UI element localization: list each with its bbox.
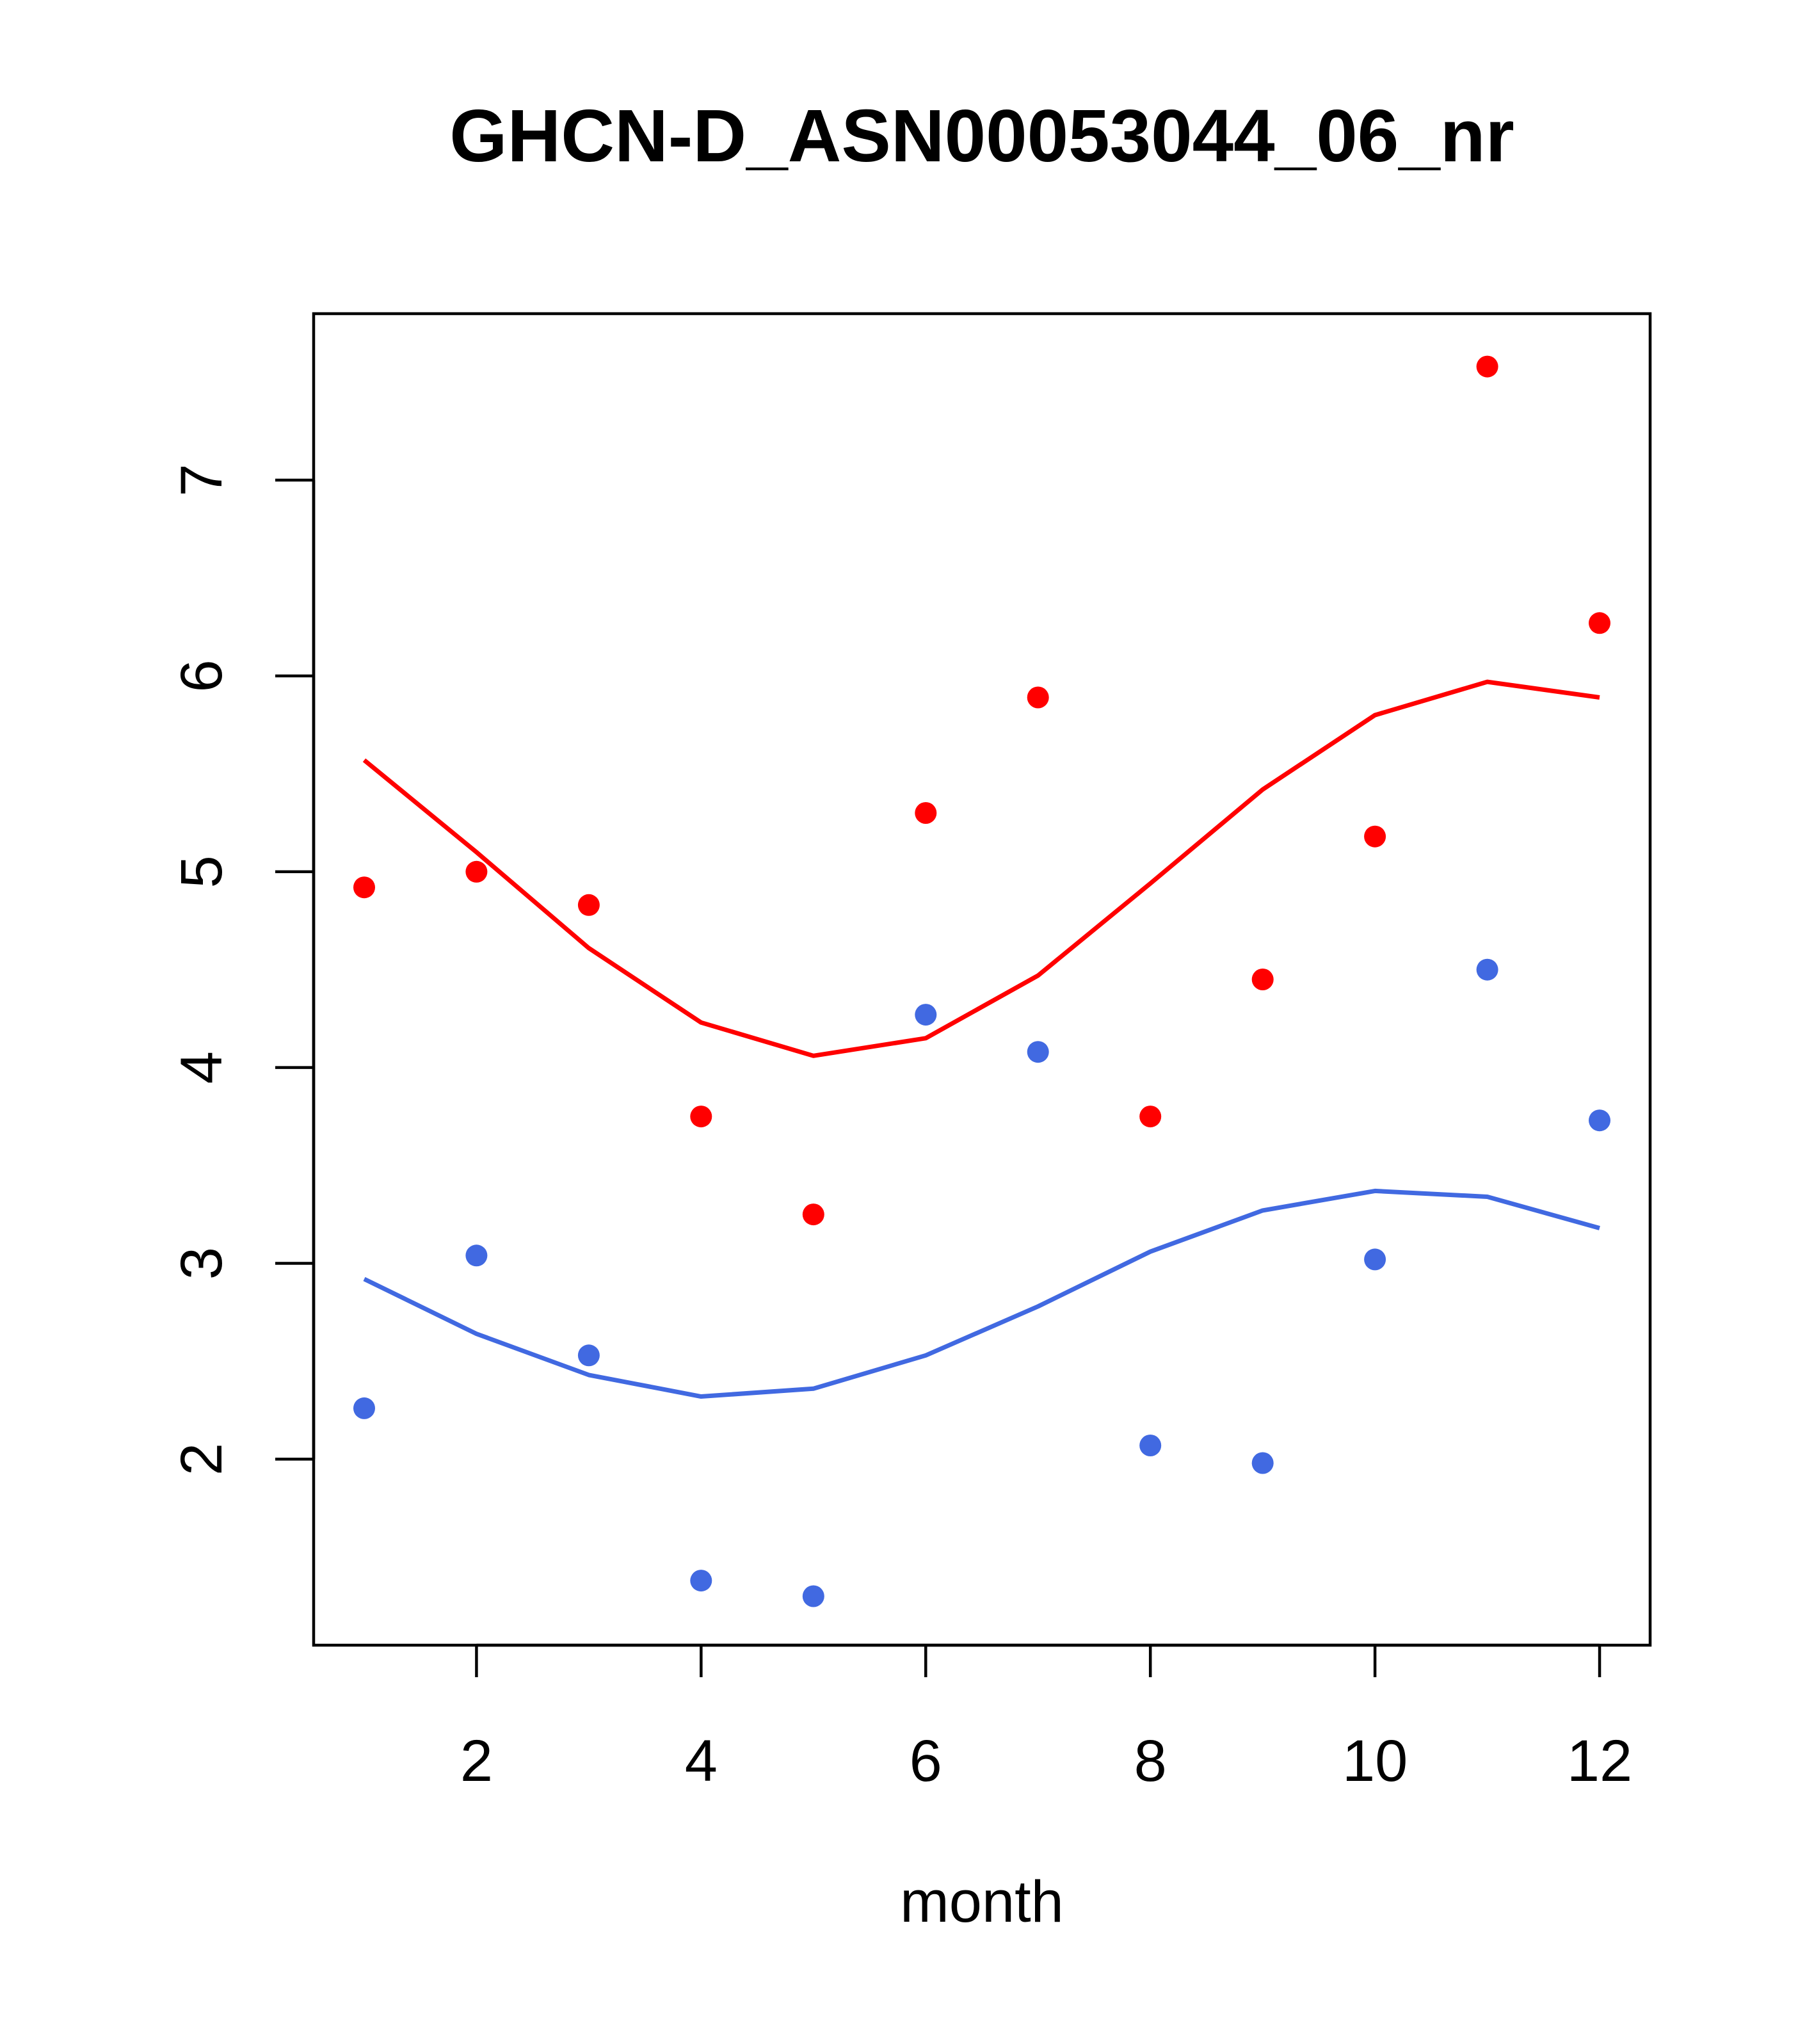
series-2-point <box>353 1397 375 1419</box>
y-tick-label: 4 <box>169 1051 234 1084</box>
y-tick-label: 3 <box>169 1247 234 1280</box>
chart-title: GHCN-D_ASN00053044_06_nr <box>449 94 1514 177</box>
series-2-point <box>465 1244 488 1267</box>
series-2-point <box>1027 1041 1049 1063</box>
series-3-line <box>363 1188 1600 1399</box>
series-0-point <box>802 1203 824 1226</box>
series-0-point <box>1476 355 1498 378</box>
series-0-point <box>690 1106 712 1128</box>
series-0-point <box>577 894 600 916</box>
series-2-point <box>915 1004 937 1026</box>
series-2-point <box>1476 958 1498 981</box>
series-2-point <box>1589 1109 1610 1132</box>
x-tick-label: 6 <box>910 1728 942 1794</box>
series-0-point <box>1589 612 1610 634</box>
x-tick-label: 2 <box>460 1728 493 1794</box>
x-tick-label: 12 <box>1567 1728 1632 1794</box>
x-tick-label: 4 <box>685 1728 718 1794</box>
series-2-point <box>690 1570 712 1592</box>
plot-marks <box>353 355 1610 1607</box>
series-2-point <box>1139 1435 1162 1456</box>
y-tick-label: 6 <box>169 659 234 692</box>
series-0-point <box>353 876 375 899</box>
series-2-point <box>802 1585 824 1607</box>
x-tick-label: 8 <box>1134 1728 1167 1794</box>
series-2-point <box>1251 1452 1274 1474</box>
y-tick-label: 2 <box>169 1443 234 1476</box>
y-tick-label: 5 <box>169 855 234 888</box>
series-0-point <box>1027 686 1049 709</box>
series-0-point <box>465 860 488 883</box>
series-0-point <box>1251 969 1274 990</box>
x-axis-label: month <box>900 1869 1064 1935</box>
series-0-point <box>1139 1106 1162 1128</box>
series-0-point <box>915 802 937 824</box>
axes: 2 4 6 8 10 12 2 3 4 5 6 7 <box>169 312 1652 1794</box>
series-2-point <box>1364 1248 1386 1271</box>
series-1-line <box>362 679 1600 1058</box>
series-2-point <box>577 1344 600 1367</box>
y-tick-label: 7 <box>169 463 234 496</box>
x-tick-label: 10 <box>1342 1728 1408 1794</box>
series-0-point <box>1364 825 1386 848</box>
